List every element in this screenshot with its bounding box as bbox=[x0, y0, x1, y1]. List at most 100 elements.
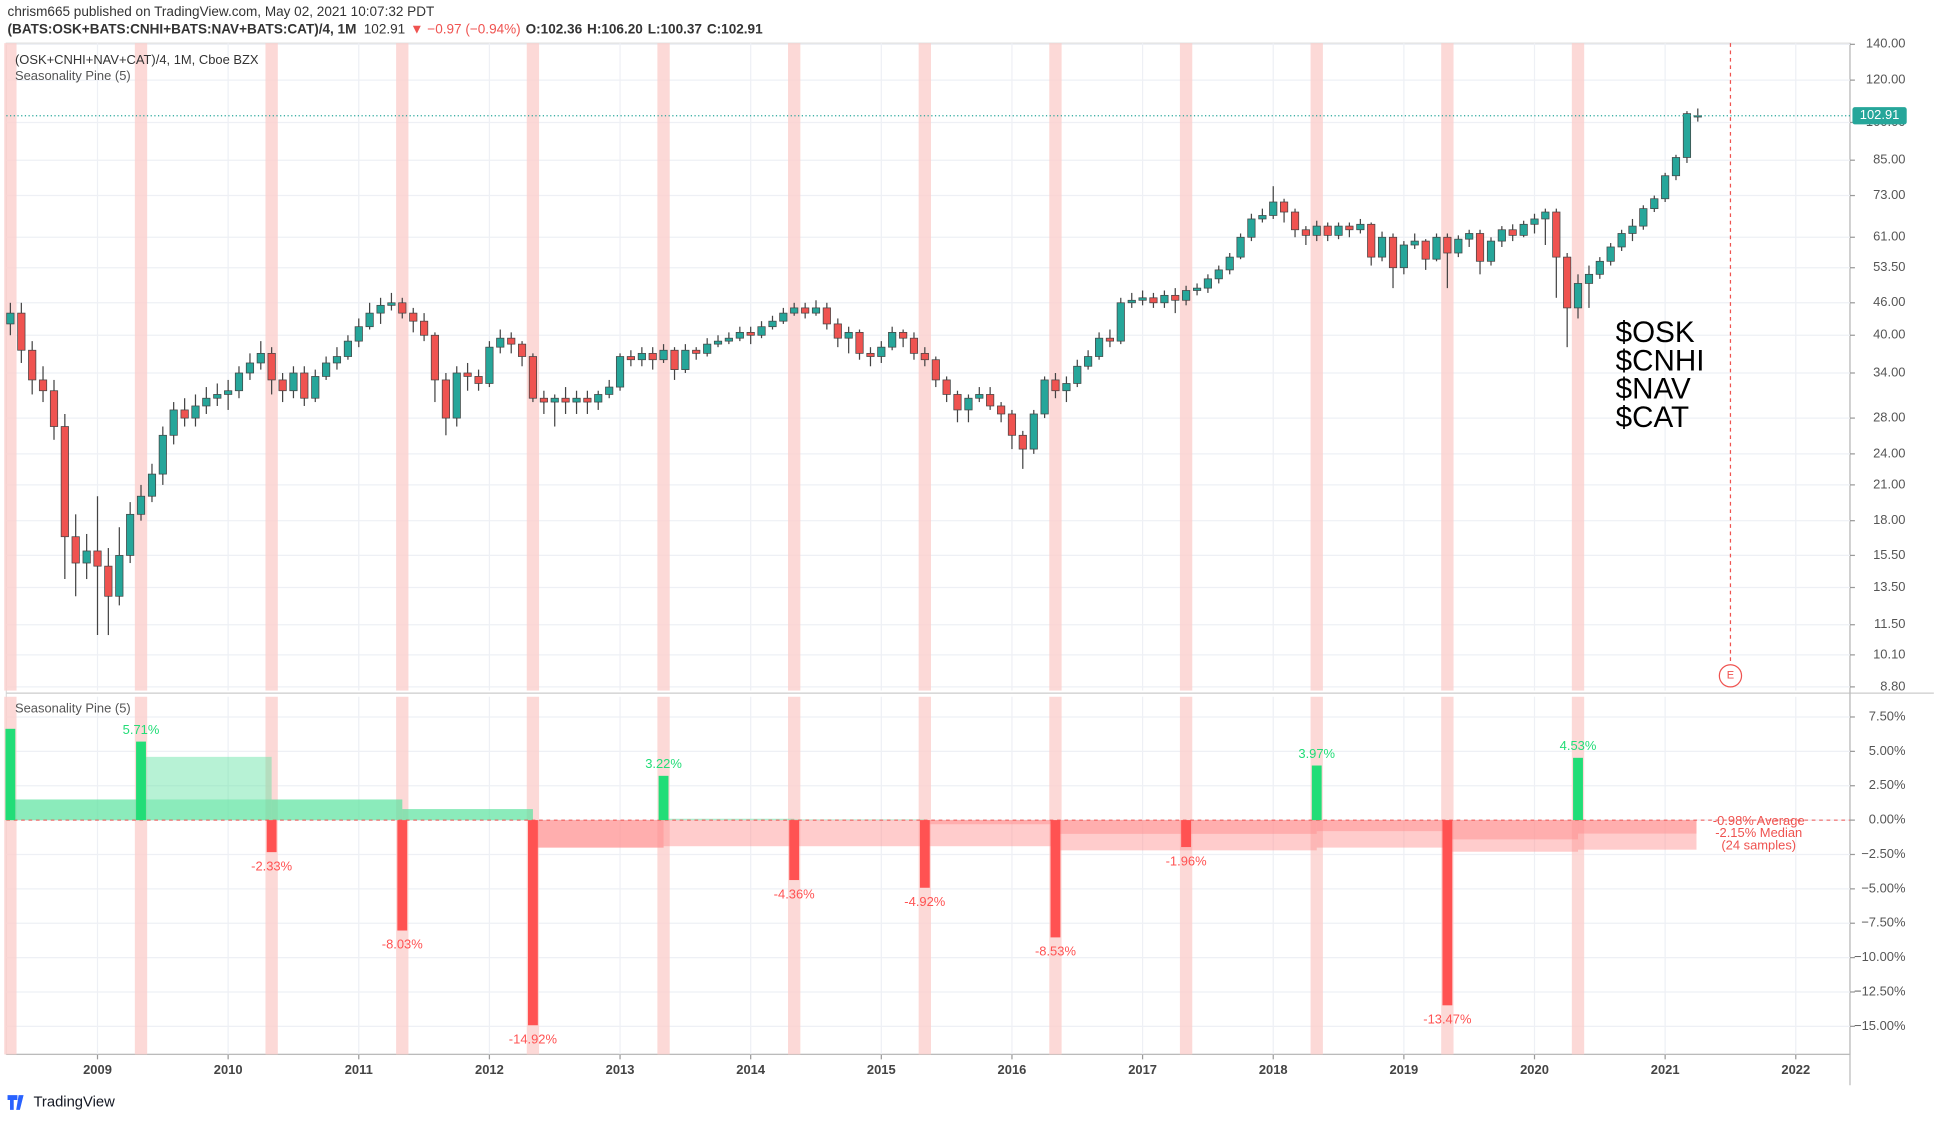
x-tick-label: 2009 bbox=[83, 1062, 112, 1077]
candle-body bbox=[1301, 229, 1310, 236]
candle-body bbox=[942, 379, 951, 395]
candle-body bbox=[28, 349, 37, 381]
candle-body bbox=[441, 379, 450, 419]
candle-body bbox=[1443, 236, 1452, 254]
y-tick-label: 0.00% bbox=[1869, 812, 1906, 827]
candle-body bbox=[1519, 223, 1528, 236]
candle-body bbox=[104, 565, 113, 597]
highlight-band bbox=[918, 43, 931, 691]
bar bbox=[658, 775, 669, 821]
bar bbox=[136, 741, 146, 821]
y-tick-label: −12.50% bbox=[1854, 983, 1906, 998]
candle-body bbox=[1192, 287, 1202, 291]
candle-body bbox=[1051, 379, 1060, 392]
candle-body bbox=[332, 356, 342, 364]
candle-body bbox=[1116, 302, 1125, 342]
x-tick-label: 2019 bbox=[1389, 1062, 1418, 1077]
highlight-band bbox=[134, 43, 148, 691]
candle-body bbox=[572, 397, 581, 403]
candle-body bbox=[518, 343, 527, 357]
x-tick-label: 2011 bbox=[345, 1062, 373, 1077]
marker-label: E bbox=[1727, 670, 1734, 682]
candle-body bbox=[1552, 211, 1561, 258]
candle-body bbox=[605, 386, 614, 395]
candle-body bbox=[365, 312, 374, 328]
candle-body bbox=[1399, 244, 1408, 269]
candle-body bbox=[1029, 413, 1038, 450]
candle-body bbox=[1040, 379, 1049, 415]
stat-band bbox=[663, 818, 795, 821]
candle-body bbox=[463, 372, 472, 377]
candle-body bbox=[768, 320, 777, 328]
value-label: -14.92% bbox=[509, 1031, 558, 1046]
y-tick-label: −2.50% bbox=[1861, 846, 1906, 861]
candle-body bbox=[1160, 294, 1169, 304]
y-tick-label: 61.00 bbox=[1873, 229, 1905, 244]
stat-band bbox=[402, 809, 533, 821]
candle-body bbox=[1225, 256, 1234, 271]
highlight-band bbox=[1571, 43, 1585, 691]
candle-body bbox=[1454, 238, 1463, 254]
candle-body bbox=[398, 302, 407, 314]
candle-body bbox=[409, 312, 418, 322]
candle-body bbox=[822, 307, 831, 325]
candle-body bbox=[844, 331, 853, 339]
candle-body bbox=[1073, 365, 1082, 384]
candle-body bbox=[724, 337, 733, 342]
ticker-annotation: $CAT bbox=[1616, 401, 1689, 434]
candle-body bbox=[343, 340, 353, 357]
stat-band bbox=[271, 799, 403, 821]
y-tick-label: 53.50 bbox=[1873, 259, 1905, 274]
candle-body bbox=[474, 376, 483, 384]
candle-body bbox=[278, 379, 287, 392]
bar bbox=[1050, 820, 1061, 938]
candle-body bbox=[485, 346, 494, 384]
stat-band bbox=[1316, 820, 1448, 832]
candle-body bbox=[866, 352, 875, 357]
bar bbox=[527, 820, 538, 1026]
candle-body bbox=[931, 359, 940, 381]
value-label: -8.53% bbox=[1035, 944, 1076, 959]
candle-body bbox=[126, 513, 135, 556]
highlight-band bbox=[1179, 696, 1193, 1055]
candle-body bbox=[1573, 283, 1583, 309]
candle-body bbox=[1497, 229, 1506, 242]
candle-body bbox=[376, 304, 385, 314]
x-tick-label: 2013 bbox=[606, 1062, 635, 1077]
stat-band bbox=[794, 820, 925, 847]
x-tick-label: 2021 bbox=[1651, 1062, 1680, 1077]
candle-body bbox=[1007, 413, 1017, 436]
candle-body bbox=[1138, 297, 1147, 301]
symbol: (BATS:OSK+BATS:CNHI+BATS:NAV+BATS:CAT)/4… bbox=[8, 21, 357, 36]
candle-body bbox=[670, 349, 679, 370]
highlight-band bbox=[657, 43, 670, 691]
candle-body bbox=[354, 326, 363, 342]
candle-body bbox=[790, 307, 799, 314]
ticker-annotation: $NAV bbox=[1616, 373, 1691, 406]
candle-body bbox=[1312, 225, 1321, 236]
ohlc-open: O:102.36 bbox=[526, 21, 583, 36]
y-tick-label: 28.00 bbox=[1873, 410, 1905, 425]
x-tick-label: 2020 bbox=[1520, 1062, 1549, 1077]
y-tick-label: −10.00% bbox=[1854, 949, 1906, 964]
candle-body bbox=[322, 362, 331, 377]
candle-body bbox=[17, 312, 26, 351]
candle-body bbox=[420, 320, 429, 336]
candle-body bbox=[833, 323, 842, 339]
candle-body bbox=[888, 331, 897, 348]
candle-body bbox=[746, 331, 755, 336]
candle-body bbox=[528, 356, 537, 399]
candle-body bbox=[234, 372, 244, 392]
candle-body bbox=[779, 312, 788, 322]
bar bbox=[919, 820, 930, 888]
candle-body bbox=[1421, 240, 1430, 260]
value-label: -2.33% bbox=[251, 858, 292, 873]
candle-body bbox=[909, 337, 919, 354]
candle-body bbox=[1508, 229, 1517, 236]
last-price-label: 102.91 bbox=[1860, 107, 1900, 122]
stats-label: -0.98% Average bbox=[1713, 813, 1805, 828]
value-label: 3.22% bbox=[645, 756, 682, 771]
candle-body bbox=[692, 349, 701, 354]
candle-body bbox=[1367, 223, 1376, 258]
